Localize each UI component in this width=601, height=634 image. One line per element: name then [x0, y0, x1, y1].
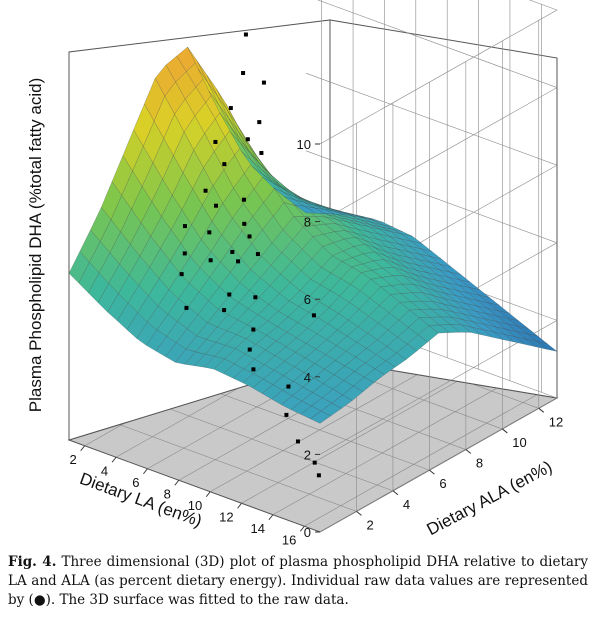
raw-data-point [242, 221, 247, 226]
wall-gridline-z [319, 0, 558, 145]
z-tick-label: 6 [304, 292, 311, 307]
y-tick-label: 4 [403, 497, 410, 512]
raw-data-point [214, 203, 219, 208]
raw-data-point [251, 327, 256, 332]
x-tick-label: 6 [132, 475, 139, 490]
x-tick-label: 14 [250, 521, 264, 536]
y-axis-label: Dietary ALA (en%) [424, 457, 556, 539]
floor-gridline-x [272, 380, 511, 516]
raw-data-point [203, 188, 208, 193]
raw-data-point [208, 258, 213, 263]
raw-data-point [222, 162, 227, 167]
raw-data-point [236, 259, 241, 264]
z-tick-label: 2 [304, 447, 311, 462]
raw-data-point [184, 305, 189, 310]
floor-gridline-x [241, 368, 479, 504]
raw-data-point [247, 234, 252, 239]
raw-data-point [222, 308, 227, 313]
chart-svg: 0 2 4 6 8 10 2 4 6 8 10 12 14 16 2 4 6 8 10 12 Plasma Pho… [26, 0, 563, 545]
x-tick-mark [174, 479, 180, 486]
floor-gridline-y [141, 398, 394, 492]
y-tick-label: 2 [366, 517, 373, 532]
raw-data-point [228, 106, 233, 111]
y-tick-mark [501, 428, 508, 434]
raw-data-point [230, 249, 235, 254]
x-tick-label: 4 [101, 463, 108, 478]
z-axis-ticks: 0 2 4 6 8 10 [297, 137, 320, 540]
z-tick-label: 8 [304, 215, 311, 230]
raw-data-point [253, 295, 258, 300]
x-tick-label: 8 [164, 486, 171, 501]
fitted-surface [68, 46, 558, 424]
x-tick-mark [80, 445, 86, 452]
raw-data-point [179, 272, 184, 277]
figure-number: Fig. 4. [8, 554, 57, 570]
x-tick-label: 2 [69, 452, 76, 467]
x-tick-mark [205, 491, 211, 498]
z-tick-label: 4 [304, 370, 311, 385]
z-tick-label: 10 [297, 137, 311, 152]
floor-gridline-y [105, 419, 357, 512]
raw-data-point [295, 439, 300, 444]
raw-data-point [241, 197, 246, 202]
raw-data-point [207, 230, 212, 235]
z-tick-label: 0 [304, 525, 311, 540]
x-tick-mark [143, 468, 148, 475]
z-axis-label: Plasma Phospholipid DHA (%total fatty ac… [26, 78, 45, 413]
raw-data-point [261, 80, 266, 85]
chart-3d-surface: 0 2 4 6 8 10 2 4 6 8 10 12 14 16 2 4 6 8 10 12 Plasma Pho… [26, 0, 563, 545]
raw-data-point [247, 347, 252, 352]
raw-data-point [182, 251, 187, 256]
y-tick-mark [356, 510, 362, 516]
x-tick-mark [111, 456, 117, 463]
raw-data-point [286, 384, 291, 389]
x-tick-label: 12 [219, 509, 233, 524]
caption-text: Three dimensional (3D) plot of plasma ph… [8, 554, 588, 608]
y-tick-label: 10 [512, 435, 526, 450]
surface-facet [295, 204, 317, 214]
raw-data-point [284, 412, 289, 417]
raw-data-point [245, 137, 250, 142]
raw-data-point [257, 120, 262, 125]
y-tick-mark [392, 490, 399, 496]
floor-gridline-x [210, 357, 448, 493]
raw-data-points [179, 32, 321, 478]
x-tick-mark [268, 514, 274, 521]
wall-gridline-z [317, 0, 558, 222]
raw-data-point [241, 71, 246, 76]
raw-data-point [316, 473, 321, 478]
floor-gridline-x [304, 391, 542, 527]
y-tick-mark [429, 469, 435, 475]
y-tick-label: 6 [439, 476, 446, 491]
raw-data-point [182, 224, 187, 229]
y-tick-mark [465, 449, 472, 454]
x-tick-label: 10 [188, 498, 202, 513]
figure-caption: Fig. 4. Three dimensional (3D) plot of p… [8, 553, 588, 610]
x-tick-label: 16 [282, 532, 296, 545]
x-tick-mark [299, 525, 305, 532]
raw-data-point [259, 150, 264, 155]
y-tick-label: 12 [549, 414, 563, 429]
y-tick-mark [538, 407, 545, 413]
raw-data-point [255, 252, 260, 257]
y-tick-label: 8 [476, 456, 483, 471]
raw-data-point [227, 292, 232, 297]
raw-data-point [251, 367, 256, 372]
raw-data-point [311, 313, 316, 318]
raw-data-point [243, 32, 248, 37]
raw-data-point [312, 460, 317, 465]
raw-data-point [213, 139, 218, 144]
x-tick-mark [237, 502, 242, 509]
x-axis-ticks: 2 4 6 8 10 12 14 16 [69, 445, 305, 545]
y-axis-ticks: 2 4 6 8 10 12 [356, 407, 563, 532]
